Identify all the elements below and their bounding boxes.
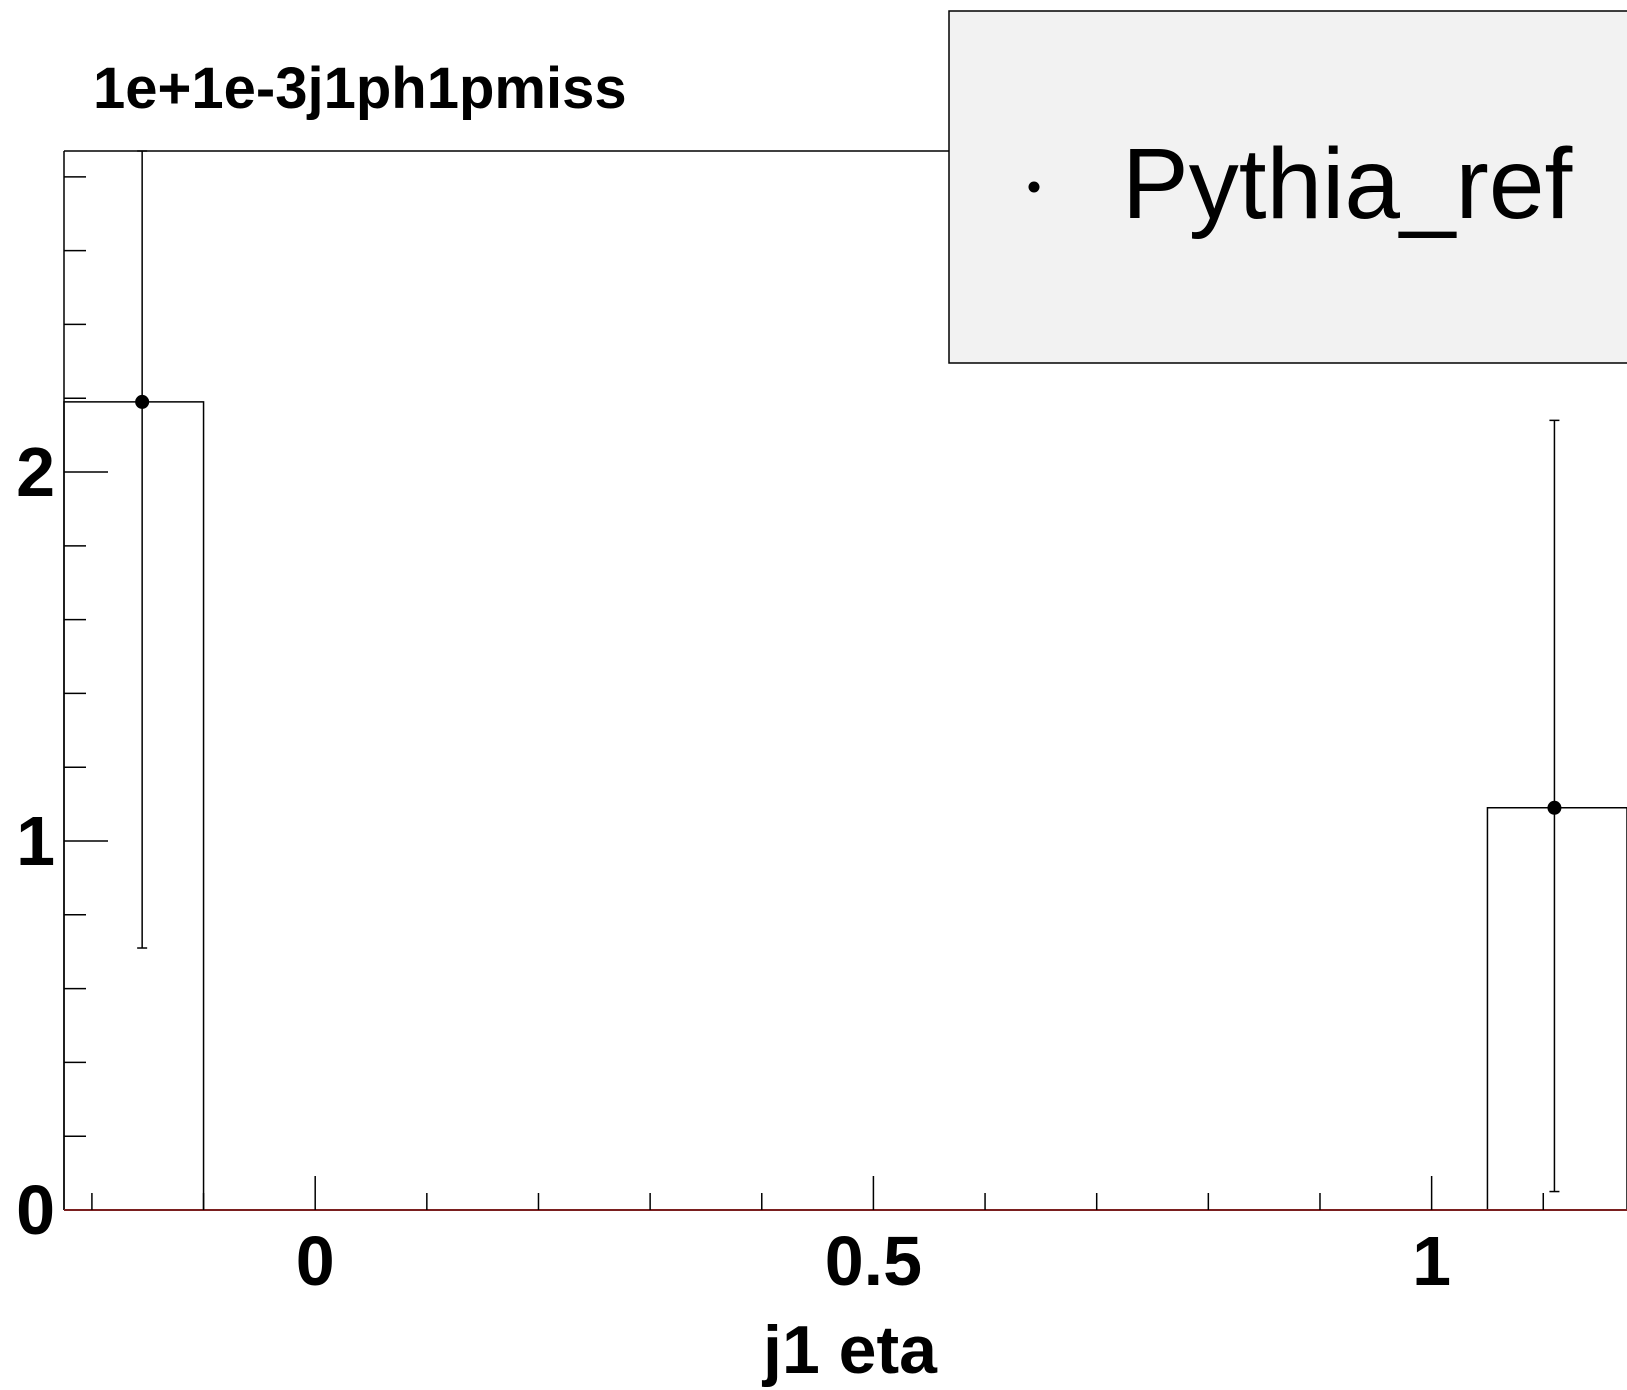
y-tick-label: 2 [16,433,55,511]
y-tick-label: 1 [16,802,55,880]
legend-marker-pythia-ref [1028,181,1040,193]
histogram-bar-0 [63,401,205,1210]
axes: 0 1 2 0 0.5 1 [16,176,1627,1300]
x-tick-label: 0 [296,1222,335,1300]
legend-frame [948,10,1627,364]
x-tick-label: 1 [1412,1222,1451,1300]
histogram-series [63,150,1627,1210]
x-axis-label: j1 eta [761,1312,938,1388]
x-tick-label: 0.5 [825,1222,922,1300]
chart-title: 1e+1e-3j1ph1pmiss [93,56,627,121]
legend-label-pythia-ref: Pythia_ref [1122,128,1572,240]
y-tick-label: 0 [16,1171,55,1249]
legend: Pythia_ref [948,10,1627,364]
data-point-0 [135,394,150,409]
data-point-1 [1547,800,1562,815]
